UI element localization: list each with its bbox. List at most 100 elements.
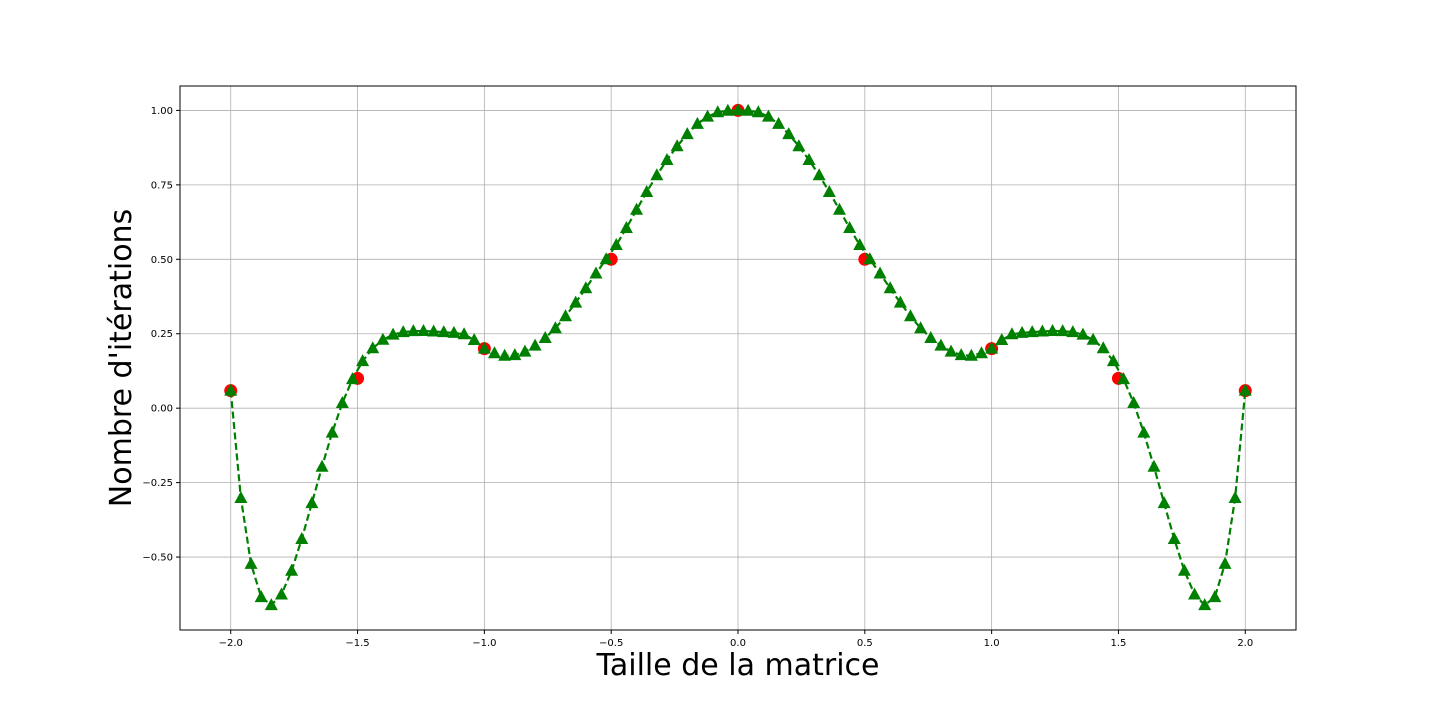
- green-triangle-point: [315, 459, 329, 472]
- green-triangle-point: [772, 116, 786, 129]
- green-triangle-point: [579, 281, 593, 294]
- plot-area: [224, 103, 1252, 611]
- green-triangle-point: [964, 348, 978, 361]
- green-triangle-point: [1137, 425, 1151, 438]
- green-triangle-point: [630, 202, 644, 215]
- green-triangle-point: [1157, 496, 1171, 509]
- green-triangle-point: [822, 184, 836, 197]
- green-triangle-point: [853, 238, 867, 251]
- y-tick-label: −0.25: [142, 478, 173, 489]
- x-tick-label: −2.0: [219, 638, 243, 649]
- green-triangle-point: [690, 116, 704, 129]
- green-triangle-point: [883, 281, 897, 294]
- x-tick-label: −1.5: [345, 638, 369, 649]
- green-triangle-point: [619, 221, 633, 234]
- green-triangle-point: [640, 184, 654, 197]
- x-tick-label: −0.5: [599, 638, 623, 649]
- green-triangle-point: [660, 152, 674, 165]
- green-triangle-point: [974, 346, 988, 359]
- green-triangle-point: [1015, 325, 1029, 338]
- green-triangle-point: [934, 338, 948, 351]
- green-triangle-point: [528, 338, 542, 351]
- green-triangle-point: [589, 266, 603, 279]
- green-triangle-point: [538, 330, 552, 343]
- green-triangle-point: [1066, 325, 1080, 338]
- green-triangle-point: [569, 295, 583, 308]
- green-triangle-point: [406, 324, 420, 337]
- green-triangle-point: [447, 325, 461, 338]
- green-triangle-point: [508, 348, 522, 361]
- green-triangle-point: [488, 346, 502, 359]
- green-triangle-point: [1025, 325, 1039, 338]
- green-triangle-point: [1188, 587, 1202, 600]
- green-triangle-point: [1147, 459, 1161, 472]
- green-triangle-point: [761, 109, 775, 122]
- green-triangle-point: [477, 341, 491, 354]
- green-triangle-point: [285, 563, 299, 576]
- green-triangle-point: [224, 383, 238, 396]
- x-tick-label: 1.5: [1111, 638, 1127, 649]
- green-triangle-point: [264, 598, 278, 611]
- green-triangle-point: [701, 109, 715, 122]
- x-tick-label: 0.5: [857, 638, 873, 649]
- green-triangle-point: [863, 252, 877, 265]
- green-triangle-point: [1117, 372, 1131, 385]
- x-tick-label: 0.0: [730, 638, 746, 649]
- green-triangle-point: [234, 491, 248, 504]
- green-triangle-point: [244, 556, 258, 569]
- green-triangle-point: [1076, 327, 1090, 340]
- green-triangle-point: [843, 221, 857, 234]
- green-triangle-point: [1177, 563, 1191, 576]
- green-triangle-point: [467, 333, 481, 346]
- green-triangle-point: [812, 168, 826, 181]
- green-triangle-point: [751, 105, 765, 118]
- green-triangle-point: [427, 324, 441, 337]
- green-triangle-point: [1056, 324, 1070, 337]
- axis-ticks: −2.0 −1.5 −1.0 −0.5 0.0 0.5 1.0 1.5 2.0 −0.50 −0.2…: [142, 106, 1253, 649]
- green-triangle-point: [356, 354, 370, 367]
- green-triangle-point: [731, 103, 745, 116]
- green-triangle-point: [1208, 590, 1222, 603]
- green-triangle-point: [741, 103, 755, 116]
- green-triangle-point: [995, 333, 1009, 346]
- green-triangle-point: [1127, 395, 1141, 408]
- green-triangle-point: [903, 309, 917, 322]
- green-triangle-point: [295, 532, 309, 545]
- grid: [180, 86, 1296, 630]
- y-tick-label: 0.75: [151, 180, 173, 191]
- green-triangle-point: [599, 252, 613, 265]
- green-triangle-point: [802, 152, 816, 165]
- green-triangle-point: [548, 321, 562, 334]
- green-triangle-point: [1005, 327, 1019, 340]
- green-triangle-point: [1035, 324, 1049, 337]
- green-triangle-point: [396, 325, 410, 338]
- green-triangle-point: [1218, 556, 1232, 569]
- green-triangle-point: [559, 309, 573, 322]
- y-tick-label: 0.50: [151, 255, 173, 266]
- y-tick-label: −0.50: [142, 553, 173, 564]
- green-triangle-point: [954, 348, 968, 361]
- green-triangle-point: [1086, 332, 1100, 345]
- green-triangle-point: [893, 295, 907, 308]
- y-tick-label: 1.00: [151, 106, 173, 117]
- green-triangle-point: [944, 344, 958, 357]
- green-triangle-point: [609, 238, 623, 251]
- green-triangle-point: [670, 139, 684, 152]
- green-triangle-point: [345, 372, 359, 385]
- green-triangle-point: [274, 587, 288, 600]
- green-triangle-point: [985, 341, 999, 354]
- green-triangle-point: [711, 105, 725, 118]
- green-triangle-point: [325, 425, 339, 438]
- green-triangle-point: [1167, 532, 1181, 545]
- green-triangle-point: [376, 332, 390, 345]
- green-triangle-point: [873, 266, 887, 279]
- green-triangle-point: [254, 590, 268, 603]
- green-triangle-point: [416, 324, 430, 337]
- green-triangle-point: [457, 327, 471, 340]
- green-triangle-point: [518, 344, 532, 357]
- green-triangle-point: [1238, 383, 1252, 396]
- green-triangle-point: [832, 202, 846, 215]
- green-triangle-point: [924, 330, 938, 343]
- green-triangle-point: [792, 139, 806, 152]
